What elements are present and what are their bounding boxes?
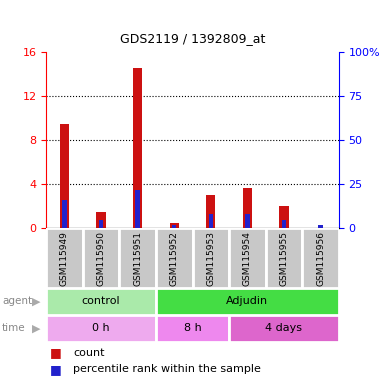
Bar bbox=[99, 220, 103, 228]
Bar bbox=[46, 288, 156, 315]
Bar bbox=[266, 228, 302, 288]
Bar bbox=[302, 52, 339, 228]
Bar bbox=[206, 195, 215, 228]
Bar bbox=[243, 188, 252, 228]
Text: ▶: ▶ bbox=[32, 323, 41, 333]
Bar bbox=[156, 52, 192, 228]
Bar bbox=[209, 214, 213, 228]
Text: ▶: ▶ bbox=[32, 296, 41, 306]
Bar bbox=[156, 288, 339, 315]
Bar bbox=[119, 228, 156, 288]
Text: GSM115949: GSM115949 bbox=[60, 231, 69, 286]
Text: GSM115952: GSM115952 bbox=[170, 231, 179, 286]
Bar bbox=[302, 228, 339, 288]
Bar bbox=[229, 315, 339, 342]
Bar bbox=[192, 228, 229, 288]
Text: agent: agent bbox=[2, 296, 32, 306]
Bar bbox=[156, 315, 229, 342]
Text: ■: ■ bbox=[50, 346, 62, 359]
Bar bbox=[83, 52, 119, 228]
Bar bbox=[280, 207, 288, 228]
Bar bbox=[83, 228, 119, 288]
Bar bbox=[46, 52, 339, 228]
Bar bbox=[133, 68, 142, 228]
Bar bbox=[136, 190, 140, 228]
Text: GSM115951: GSM115951 bbox=[133, 231, 142, 286]
Bar bbox=[62, 200, 67, 228]
Text: GSM115953: GSM115953 bbox=[206, 231, 215, 286]
Text: 0 h: 0 h bbox=[92, 323, 110, 333]
Bar bbox=[229, 228, 266, 288]
Text: percentile rank within the sample: percentile rank within the sample bbox=[73, 364, 261, 374]
Bar bbox=[229, 52, 266, 228]
Bar bbox=[46, 315, 156, 342]
Bar bbox=[60, 124, 69, 228]
Bar bbox=[46, 228, 83, 288]
Text: GSM115950: GSM115950 bbox=[97, 231, 105, 286]
Text: GDS2119 / 1392809_at: GDS2119 / 1392809_at bbox=[120, 32, 265, 45]
Bar bbox=[192, 52, 229, 228]
Bar bbox=[119, 52, 156, 228]
Text: ■: ■ bbox=[50, 363, 62, 376]
Text: control: control bbox=[82, 296, 121, 306]
Text: 4 days: 4 days bbox=[265, 323, 303, 333]
Text: GSM115955: GSM115955 bbox=[280, 231, 288, 286]
Text: GSM115954: GSM115954 bbox=[243, 231, 252, 286]
Text: time: time bbox=[2, 323, 25, 333]
Bar bbox=[97, 212, 105, 228]
Bar bbox=[318, 225, 323, 228]
Bar bbox=[172, 225, 176, 228]
Text: Adjudin: Adjudin bbox=[226, 296, 268, 306]
Bar bbox=[156, 228, 192, 288]
Bar bbox=[282, 220, 286, 228]
Bar bbox=[170, 223, 179, 228]
Bar bbox=[266, 52, 302, 228]
Bar bbox=[46, 52, 83, 228]
Bar bbox=[245, 214, 249, 228]
Text: GSM115956: GSM115956 bbox=[316, 231, 325, 286]
Text: 8 h: 8 h bbox=[184, 323, 201, 333]
Text: count: count bbox=[73, 348, 105, 358]
